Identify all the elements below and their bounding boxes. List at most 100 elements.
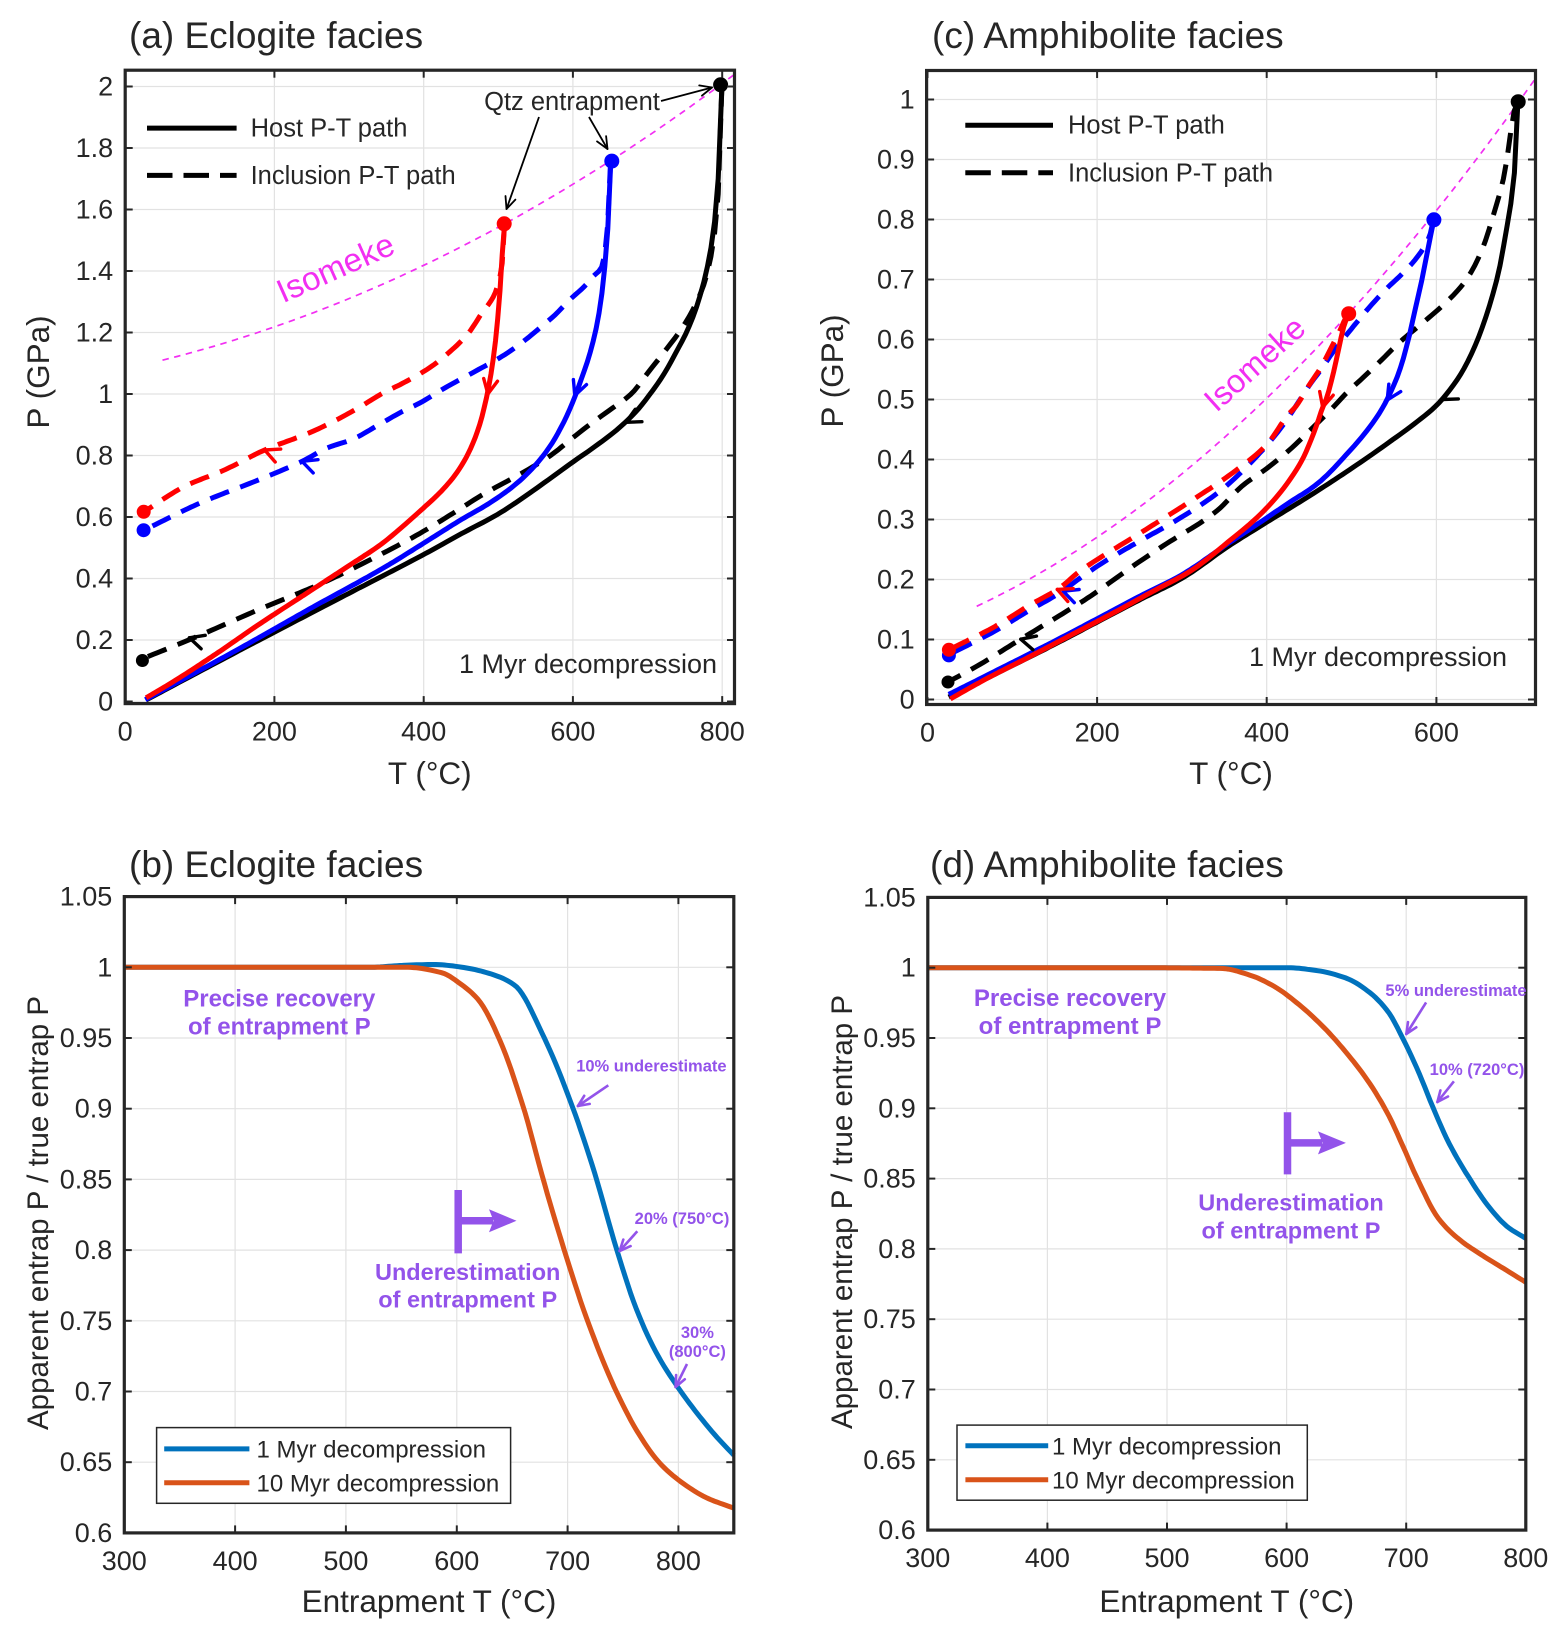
svg-text:1: 1 <box>901 953 916 983</box>
svg-text:0.7: 0.7 <box>877 265 915 295</box>
svg-text:0: 0 <box>900 685 915 715</box>
svg-text:1 Myr decompression: 1 Myr decompression <box>1249 642 1507 672</box>
svg-text:1.4: 1.4 <box>76 256 114 286</box>
svg-text:0.9: 0.9 <box>75 1094 113 1124</box>
svg-text:0.7: 0.7 <box>878 1375 916 1405</box>
svg-text:600: 600 <box>434 1546 479 1576</box>
svg-text:10 Myr decompression: 10 Myr decompression <box>257 1470 500 1497</box>
svg-text:(a) Eclogite facies: (a) Eclogite facies <box>129 15 423 56</box>
svg-text:30%: 30% <box>681 1324 714 1342</box>
svg-text:600: 600 <box>1264 1543 1309 1573</box>
svg-text:of entrapment P: of entrapment P <box>188 1013 371 1040</box>
svg-text:Inclusion P-T path: Inclusion P-T path <box>1068 159 1273 187</box>
svg-text:(800°C): (800°C) <box>669 1343 726 1361</box>
svg-text:0: 0 <box>98 687 113 717</box>
svg-text:0.6: 0.6 <box>877 325 915 355</box>
svg-text:of entrapment P: of entrapment P <box>979 1013 1162 1040</box>
svg-text:0.4: 0.4 <box>877 445 915 475</box>
svg-text:Host P-T path: Host P-T path <box>1068 112 1225 140</box>
svg-text:0.75: 0.75 <box>60 1306 113 1336</box>
svg-text:400: 400 <box>401 717 446 747</box>
svg-text:0.6: 0.6 <box>75 1518 113 1548</box>
svg-text:Entrapment T (°C): Entrapment T (°C) <box>302 1583 557 1619</box>
svg-text:0.9: 0.9 <box>877 145 915 175</box>
svg-text:500: 500 <box>1144 1543 1189 1573</box>
svg-text:0.4: 0.4 <box>76 564 114 594</box>
svg-text:0.8: 0.8 <box>878 1234 916 1264</box>
svg-text:0.75: 0.75 <box>863 1304 916 1334</box>
svg-text:0.85: 0.85 <box>863 1164 916 1194</box>
svg-text:1.05: 1.05 <box>863 882 916 912</box>
svg-text:700: 700 <box>545 1546 590 1576</box>
svg-text:0: 0 <box>920 718 935 748</box>
svg-text:0.95: 0.95 <box>60 1023 113 1053</box>
svg-text:Underestimation: Underestimation <box>375 1259 560 1285</box>
svg-text:500: 500 <box>323 1546 368 1576</box>
svg-text:1 Myr decompression: 1 Myr decompression <box>257 1437 486 1464</box>
svg-text:10% underestimate: 10% underestimate <box>576 1057 726 1075</box>
svg-text:0.8: 0.8 <box>76 441 114 471</box>
svg-text:Entrapment T (°C): Entrapment T (°C) <box>1099 1583 1354 1619</box>
svg-text:700: 700 <box>1384 1543 1429 1573</box>
svg-text:600: 600 <box>550 717 595 747</box>
svg-text:0: 0 <box>118 717 133 747</box>
svg-text:of entrapment P: of entrapment P <box>1202 1217 1381 1243</box>
svg-text:20% (750°C): 20% (750°C) <box>635 1210 730 1228</box>
svg-text:400: 400 <box>213 1546 258 1576</box>
svg-text:Host P-T path: Host P-T path <box>251 115 408 143</box>
svg-text:Inclusion P-T path: Inclusion P-T path <box>251 162 456 190</box>
svg-text:400: 400 <box>1025 1543 1070 1573</box>
svg-text:(b) Eclogite facies: (b) Eclogite facies <box>129 844 423 885</box>
svg-text:800: 800 <box>700 717 745 747</box>
svg-text:0.8: 0.8 <box>877 205 915 235</box>
svg-text:Apparent entrap P / true entra: Apparent entrap P / true entrap P <box>826 995 859 1429</box>
svg-text:1.2: 1.2 <box>76 318 114 348</box>
svg-text:1.8: 1.8 <box>76 133 114 163</box>
svg-text:T (°C): T (°C) <box>388 755 472 791</box>
svg-text:1 Myr decompression: 1 Myr decompression <box>1052 1433 1281 1460</box>
svg-text:10% (720°C): 10% (720°C) <box>1430 1061 1525 1079</box>
svg-text:0.8: 0.8 <box>75 1235 113 1265</box>
svg-text:1: 1 <box>98 379 113 409</box>
svg-text:Underestimation: Underestimation <box>1198 1190 1383 1216</box>
svg-text:0.3: 0.3 <box>877 505 915 535</box>
svg-text:of entrapment P: of entrapment P <box>378 1287 557 1313</box>
svg-text:Qtz entrapment: Qtz entrapment <box>484 88 660 116</box>
svg-text:0.1: 0.1 <box>877 625 915 655</box>
svg-text:400: 400 <box>1244 718 1289 748</box>
svg-text:(d) Amphibolite facies: (d) Amphibolite facies <box>930 844 1284 885</box>
svg-text:10 Myr decompression: 10 Myr decompression <box>1052 1467 1295 1494</box>
svg-text:2: 2 <box>98 72 113 102</box>
svg-text:P (GPa): P (GPa) <box>20 315 56 428</box>
svg-text:800: 800 <box>656 1546 701 1576</box>
svg-text:800: 800 <box>1503 1543 1548 1573</box>
svg-text:300: 300 <box>102 1546 147 1576</box>
svg-text:0.85: 0.85 <box>60 1164 113 1194</box>
svg-text:1: 1 <box>97 952 112 982</box>
svg-text:1.6: 1.6 <box>76 195 114 225</box>
svg-text:Precise recovery: Precise recovery <box>183 986 376 1013</box>
svg-text:300: 300 <box>905 1543 950 1573</box>
svg-text:200: 200 <box>252 717 297 747</box>
svg-text:0.2: 0.2 <box>877 565 915 595</box>
svg-text:0.5: 0.5 <box>877 385 915 415</box>
svg-text:0.2: 0.2 <box>76 625 114 655</box>
svg-text:(c) Amphibolite facies: (c) Amphibolite facies <box>932 15 1284 56</box>
svg-text:200: 200 <box>1075 718 1120 748</box>
svg-text:Precise recovery: Precise recovery <box>974 985 1167 1012</box>
svg-text:P (GPa): P (GPa) <box>814 314 850 427</box>
svg-text:Apparent entrap P / true entra: Apparent entrap P / true entrap P <box>22 996 55 1430</box>
svg-text:0.6: 0.6 <box>878 1515 916 1545</box>
svg-text:1: 1 <box>900 85 915 115</box>
svg-text:1.05: 1.05 <box>60 882 113 912</box>
svg-text:0.65: 0.65 <box>60 1447 113 1477</box>
svg-text:0.9: 0.9 <box>878 1093 916 1123</box>
svg-text:1 Myr decompression: 1 Myr decompression <box>459 649 717 679</box>
svg-text:5% underestimate: 5% underestimate <box>1385 982 1526 1000</box>
svg-text:0.95: 0.95 <box>863 1023 916 1053</box>
svg-text:T (°C): T (°C) <box>1189 755 1273 791</box>
svg-text:0.65: 0.65 <box>863 1445 916 1475</box>
svg-text:0.6: 0.6 <box>76 502 114 532</box>
svg-text:600: 600 <box>1414 718 1459 748</box>
svg-text:0.7: 0.7 <box>75 1377 113 1407</box>
